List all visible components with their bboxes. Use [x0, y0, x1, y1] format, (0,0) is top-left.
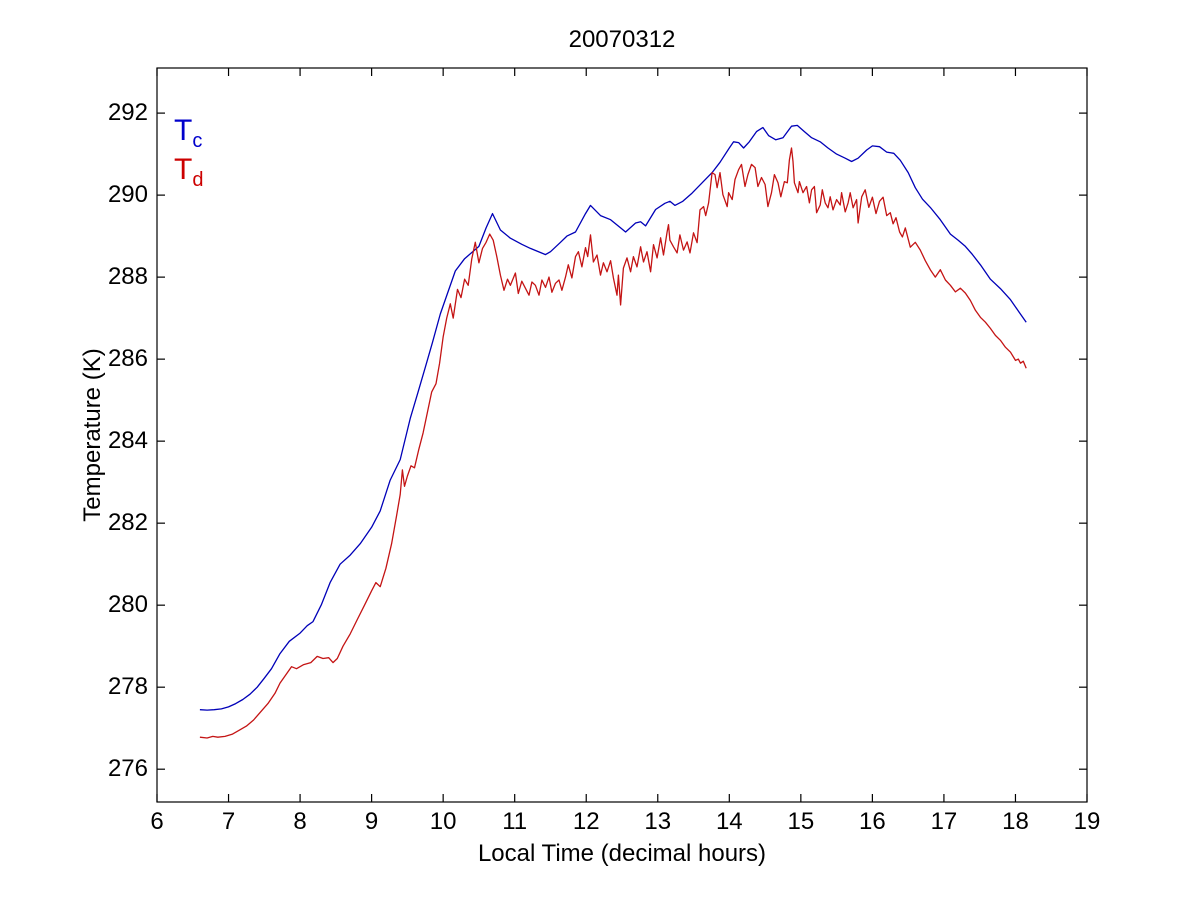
- y-tick-label: 278: [107, 673, 148, 701]
- plot-box: [156, 67, 1088, 803]
- x-tick-label: 15: [787, 808, 815, 835]
- x-tick-label: 14: [715, 808, 743, 835]
- x-tick-label: 13: [644, 808, 672, 835]
- y-tick-label: 292: [107, 99, 148, 127]
- x-tick-label: 8: [293, 808, 307, 835]
- y-tick-label: 286: [107, 345, 148, 373]
- y-tick-label: 288: [107, 263, 148, 291]
- y-tick-label: 280: [107, 591, 148, 619]
- x-tick-label: 17: [930, 808, 958, 835]
- x-tick-label: 12: [572, 808, 600, 835]
- chart-title: 20070312: [568, 26, 676, 53]
- x-tick-label: 7: [221, 808, 236, 835]
- x-tick-label: 6: [150, 808, 164, 835]
- tc-line: [199, 124, 1027, 711]
- y-tick-label: 282: [107, 509, 148, 537]
- x-tick-label: 19: [1073, 808, 1101, 835]
- td-series-label: Td: [174, 153, 204, 191]
- x-axis-label: Local Time (decimal hours): [477, 840, 767, 867]
- y-tick-label: 276: [107, 755, 148, 783]
- x-tick-label: 11: [502, 808, 528, 835]
- y-tick-label: 290: [107, 181, 148, 209]
- x-tick-label: 16: [859, 808, 886, 835]
- x-tick-label: 10: [429, 808, 457, 835]
- x-tick-label: 18: [1002, 808, 1029, 835]
- tc-series-label: Tc: [174, 114, 203, 152]
- y-tick-label: 284: [107, 427, 148, 455]
- x-tick-label: 9: [364, 808, 379, 835]
- td-line: [199, 147, 1027, 739]
